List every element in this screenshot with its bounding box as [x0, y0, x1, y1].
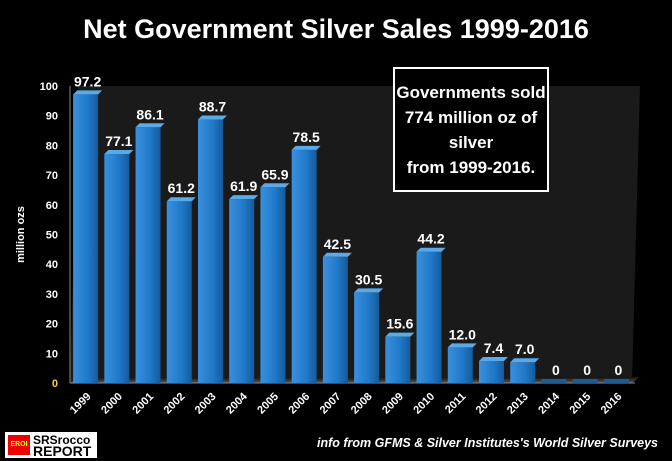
data-label: 7.0	[515, 341, 535, 357]
x-tick-label: 2012	[474, 391, 500, 417]
bar-top	[166, 197, 196, 202]
data-label: 0	[614, 362, 622, 378]
bar-top	[322, 252, 352, 257]
bar	[572, 379, 598, 383]
y-tick-label: 20	[46, 319, 58, 331]
bar	[385, 336, 411, 383]
logo-line1: SRSrocco	[33, 433, 91, 447]
x-tick-label: 2011	[443, 391, 468, 416]
y-tick-label: 60	[46, 200, 58, 212]
srsrocco-logo: EROI SRSrocco REPORT	[5, 432, 97, 459]
bar-top	[104, 150, 134, 155]
x-tick-label: 2016	[599, 391, 625, 417]
x-tick-label: 2002	[162, 391, 188, 417]
bar-top	[73, 90, 103, 95]
x-tick-label: 2000	[99, 391, 125, 417]
x-tick-label: 2010	[411, 391, 437, 417]
logo-line2: REPORT	[33, 443, 92, 459]
bar-top	[416, 247, 446, 252]
bar	[541, 379, 567, 383]
x-tick-label: 2007	[318, 391, 344, 417]
data-label: 15.6	[386, 316, 413, 332]
annotation-line: Governments sold	[396, 82, 546, 102]
bar	[229, 199, 255, 383]
bar	[416, 251, 442, 383]
data-label: 88.7	[199, 99, 226, 115]
eroi-badge: EROI	[8, 435, 30, 455]
data-label: 44.2	[417, 231, 444, 247]
bar-top	[135, 123, 165, 128]
data-label: 0	[552, 362, 560, 378]
data-label: 61.9	[230, 178, 257, 194]
x-tick-label: 1999	[68, 391, 94, 417]
bar	[447, 347, 473, 383]
bar	[260, 187, 286, 383]
bar	[166, 201, 192, 383]
bar-top	[510, 358, 540, 363]
annotation-line: from 1999-2016.	[406, 157, 536, 177]
y-tick-label: 10	[46, 348, 58, 360]
data-label: 86.1	[136, 106, 163, 122]
y-axis-label: million ozs	[15, 206, 27, 263]
x-tick-label: 2006	[286, 391, 312, 417]
bar-top	[447, 343, 477, 348]
y-tick-label: 70	[46, 170, 58, 182]
data-label: 42.5	[324, 236, 351, 252]
y-tick-label: 90	[46, 111, 58, 123]
y-tick-label: 80	[46, 140, 58, 152]
bar	[198, 119, 223, 383]
data-label: 78.5	[293, 129, 320, 145]
data-label: 30.5	[355, 271, 382, 287]
bar	[291, 149, 317, 383]
data-label: 7.4	[484, 340, 504, 356]
y-tick-label: 30	[46, 289, 58, 301]
data-label: 0	[583, 362, 591, 378]
y-tick-label: 100	[40, 81, 58, 93]
x-tick-label: 2001	[130, 391, 156, 417]
bar	[354, 292, 380, 383]
bar-top	[385, 332, 415, 337]
x-tick-label: 2008	[349, 391, 375, 417]
bar	[104, 154, 130, 383]
x-tick-label: 2005	[255, 391, 281, 417]
bar-top	[198, 115, 227, 120]
bar-top	[479, 357, 508, 362]
data-label: 77.1	[105, 133, 132, 149]
data-label: 65.9	[261, 166, 288, 182]
bar-top	[229, 195, 259, 200]
chart-title: Net Government Silver Sales 1999-2016	[83, 14, 589, 44]
bar-top	[291, 145, 321, 150]
bar	[135, 127, 161, 384]
bar-top	[354, 288, 384, 293]
annotation-line: 774 million oz of silver	[404, 107, 538, 152]
x-tick-label: 2015	[567, 391, 593, 417]
bar	[510, 362, 536, 383]
annotation-box: Governments sold 774 million oz of silve…	[393, 67, 549, 192]
y-tick-label: 0	[52, 378, 58, 390]
data-label: 97.2	[74, 73, 101, 89]
bar	[73, 94, 99, 383]
x-tick-label: 2004	[224, 390, 250, 416]
data-label: 12.0	[449, 326, 476, 342]
bar	[479, 361, 504, 383]
source-note: info from GFMS & Silver Institutes's Wor…	[316, 436, 658, 450]
bar	[322, 256, 348, 383]
y-tick-label: 40	[46, 259, 58, 271]
data-label: 61.2	[168, 180, 195, 196]
x-tick-label: 2003	[193, 391, 219, 417]
x-tick-label: 2014	[536, 390, 562, 416]
x-tick-label: 2009	[380, 391, 406, 417]
bar-top	[260, 183, 290, 188]
y-tick-label: 50	[46, 230, 58, 242]
bar	[603, 379, 629, 383]
x-tick-label: 2013	[505, 391, 531, 417]
